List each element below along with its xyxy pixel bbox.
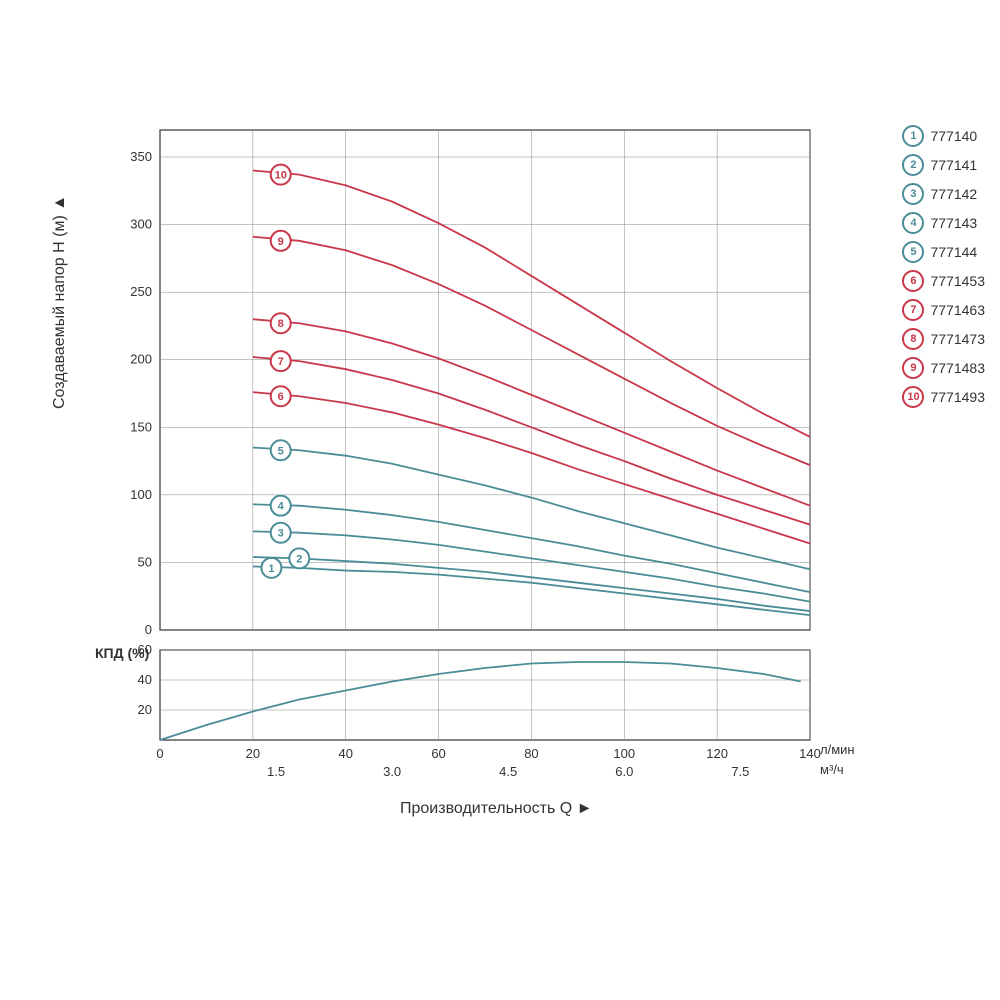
svg-text:8: 8 <box>278 318 284 330</box>
svg-text:40: 40 <box>338 746 352 761</box>
legend-label-4: 777143 <box>930 215 977 231</box>
legend-label-7: 7771463 <box>930 302 985 318</box>
kpd-label: КПД (%) <box>95 645 149 661</box>
svg-text:100: 100 <box>613 746 635 761</box>
svg-text:40: 40 <box>138 672 152 687</box>
svg-text:140: 140 <box>799 746 821 761</box>
svg-text:2: 2 <box>296 553 302 565</box>
svg-text:3: 3 <box>278 528 284 540</box>
legend-circle-5: 5 <box>902 241 924 263</box>
svg-text:300: 300 <box>130 217 152 232</box>
legend-circle-1: 1 <box>902 125 924 147</box>
legend-circle-3: 3 <box>902 183 924 205</box>
pump-chart-svg: 2040608010012014005010015020025030035002… <box>0 0 1000 820</box>
svg-text:80: 80 <box>524 746 538 761</box>
svg-text:0: 0 <box>145 622 152 637</box>
unit-lmin: л/мин <box>820 742 855 757</box>
svg-text:350: 350 <box>130 149 152 164</box>
legend-item-4: 4 777143 <box>902 212 985 234</box>
svg-text:50: 50 <box>138 554 152 569</box>
legend-label-6: 7771453 <box>930 273 985 289</box>
svg-text:1: 1 <box>268 563 274 575</box>
legend-circle-6: 6 <box>902 270 924 292</box>
x-axis-label: Производительность Q ► <box>400 800 592 818</box>
unit-m3h: м³/ч <box>820 762 844 777</box>
kpd-curve <box>160 662 801 740</box>
svg-text:100: 100 <box>130 487 152 502</box>
svg-text:10: 10 <box>275 170 287 182</box>
legend: 1 777140 2 777141 3 777142 4 777143 5 777144 6 7771… <box>902 125 985 415</box>
svg-text:20: 20 <box>246 746 260 761</box>
legend-label-2: 777141 <box>930 157 977 173</box>
svg-text:4.5: 4.5 <box>499 764 517 779</box>
legend-circle-7: 7 <box>902 299 924 321</box>
svg-text:200: 200 <box>130 352 152 367</box>
legend-circle-2: 2 <box>902 154 924 176</box>
svg-text:9: 9 <box>278 236 284 248</box>
legend-item-10: 10 7771493 <box>902 386 985 408</box>
legend-label-8: 7771473 <box>930 331 985 347</box>
legend-item-1: 1 777140 <box>902 125 985 147</box>
legend-item-2: 2 777141 <box>902 154 985 176</box>
legend-item-7: 7 7771463 <box>902 299 985 321</box>
svg-text:7: 7 <box>278 356 284 368</box>
svg-text:6: 6 <box>278 391 284 403</box>
legend-label-1: 777140 <box>930 128 977 144</box>
legend-item-9: 9 7771483 <box>902 357 985 379</box>
svg-text:6.0: 6.0 <box>615 764 633 779</box>
legend-label-3: 777142 <box>930 186 977 202</box>
svg-text:1.5: 1.5 <box>267 764 285 779</box>
svg-text:7.5: 7.5 <box>731 764 749 779</box>
svg-text:0: 0 <box>156 746 163 761</box>
svg-text:150: 150 <box>130 419 152 434</box>
legend-item-5: 5 777144 <box>902 241 985 263</box>
svg-text:60: 60 <box>431 746 445 761</box>
svg-text:5: 5 <box>278 445 284 457</box>
legend-circle-9: 9 <box>902 357 924 379</box>
y-axis-label: Создаваемый напор Н (м) ▲ <box>51 195 69 409</box>
legend-circle-10: 10 <box>902 386 924 408</box>
svg-text:120: 120 <box>706 746 728 761</box>
svg-text:4: 4 <box>278 501 285 513</box>
legend-label-5: 777144 <box>930 244 977 260</box>
legend-item-6: 6 7771453 <box>902 270 985 292</box>
legend-item-8: 8 7771473 <box>902 328 985 350</box>
svg-text:3.0: 3.0 <box>383 764 401 779</box>
legend-label-9: 7771483 <box>930 360 985 376</box>
legend-item-3: 3 777142 <box>902 183 985 205</box>
svg-text:20: 20 <box>138 702 152 717</box>
legend-circle-4: 4 <box>902 212 924 234</box>
svg-text:250: 250 <box>130 284 152 299</box>
legend-circle-8: 8 <box>902 328 924 350</box>
legend-label-10: 7771493 <box>930 389 985 405</box>
